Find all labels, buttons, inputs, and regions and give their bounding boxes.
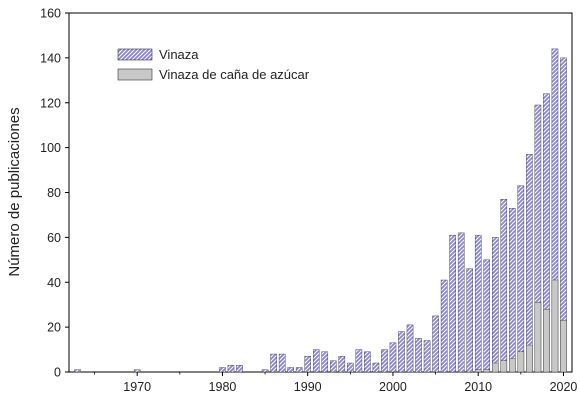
bar-vinaza	[347, 362, 354, 373]
y-tick-label: 0	[54, 366, 61, 380]
y-axis-title: Número de publicaciones	[6, 107, 23, 276]
bar-vinaza-cana	[474, 369, 482, 373]
bar-vinaza	[278, 353, 286, 373]
bar-vinaza-cana	[534, 302, 542, 373]
bar-vinaza	[406, 324, 414, 373]
bar-vinaza	[526, 154, 533, 373]
y-tick-label: 80	[47, 186, 61, 200]
y-tick-label: 120	[40, 96, 61, 110]
bar-vinaza	[423, 340, 431, 373]
bar-vinaza	[398, 331, 405, 373]
bar-vinaza	[321, 351, 329, 373]
x-tick-label: 1970	[123, 380, 151, 394]
bar-vinaza	[389, 342, 397, 373]
bar-vinaza	[492, 237, 499, 373]
bar-vinaza	[133, 369, 141, 373]
bar-vinaza	[74, 369, 81, 373]
bar-vinaza	[219, 367, 226, 373]
bar-vinaza-cana	[526, 344, 533, 373]
bar-vinaza	[295, 367, 303, 373]
bar-vinaza	[457, 232, 465, 373]
x-tick-label: 1990	[294, 380, 322, 394]
legend-label-vinaza-cana: Vinaza de caña de azúcar	[159, 67, 310, 82]
bar-vinaza	[509, 208, 516, 373]
legend-swatch-vinaza	[117, 48, 153, 61]
bar-vinaza	[483, 259, 491, 373]
bar-vinaza	[287, 367, 294, 373]
bar-vinaza-cana	[483, 369, 491, 373]
y-tick-label: 60	[47, 231, 61, 245]
bar-vinaza	[261, 369, 269, 373]
bar-vinaza	[440, 279, 448, 373]
bar-vinaza	[381, 349, 388, 373]
bar-vinaza	[474, 234, 482, 373]
bar-vinaza	[466, 268, 473, 373]
bar-vinaza	[415, 338, 422, 373]
y-tick-label: 20	[47, 321, 61, 335]
y-tick-label: 40	[47, 276, 61, 290]
legend: Vinaza Vinaza de caña de azúcar	[117, 47, 310, 82]
bar-vinaza-cana	[492, 362, 499, 373]
bar-vinaza	[227, 365, 235, 373]
x-tick-label: 2000	[379, 380, 407, 394]
bar-vinaza	[432, 315, 439, 373]
bar-vinaza-cana	[500, 360, 508, 373]
bar-vinaza-cana	[517, 351, 525, 373]
bar-vinaza	[449, 234, 456, 373]
bar-vinaza	[355, 349, 363, 373]
bars-layer	[74, 48, 567, 373]
bar-vinaza-cana	[509, 358, 516, 373]
bar-vinaza	[312, 349, 320, 373]
x-tick-label: 1980	[209, 380, 237, 394]
y-tick-label: 140	[40, 51, 61, 65]
y-tick-label: 160	[40, 7, 61, 21]
bar-vinaza	[236, 365, 243, 373]
bar-vinaza-cana	[551, 279, 559, 373]
bar-vinaza	[364, 351, 371, 373]
legend-label-vinaza: Vinaza	[159, 47, 199, 62]
bar-vinaza	[270, 353, 277, 373]
bar-vinaza	[372, 362, 380, 373]
bar-vinaza	[517, 185, 525, 373]
bar-vinaza-cana	[543, 308, 550, 373]
y-tick-label: 100	[40, 141, 61, 155]
legend-swatch-vinaza-cana	[117, 68, 153, 81]
bar-vinaza	[304, 356, 311, 373]
axes-layer: 0 20 40 60 80 100 120 140 160 1970 1980 1990 2000 201…	[40, 7, 577, 395]
x-tick-label: 2010	[464, 380, 492, 394]
x-tick-label: 2020	[550, 380, 578, 394]
bar-vinaza-cana	[560, 320, 567, 373]
bar-vinaza	[500, 199, 508, 373]
bar-vinaza	[330, 360, 337, 373]
bar-vinaza	[338, 356, 346, 373]
